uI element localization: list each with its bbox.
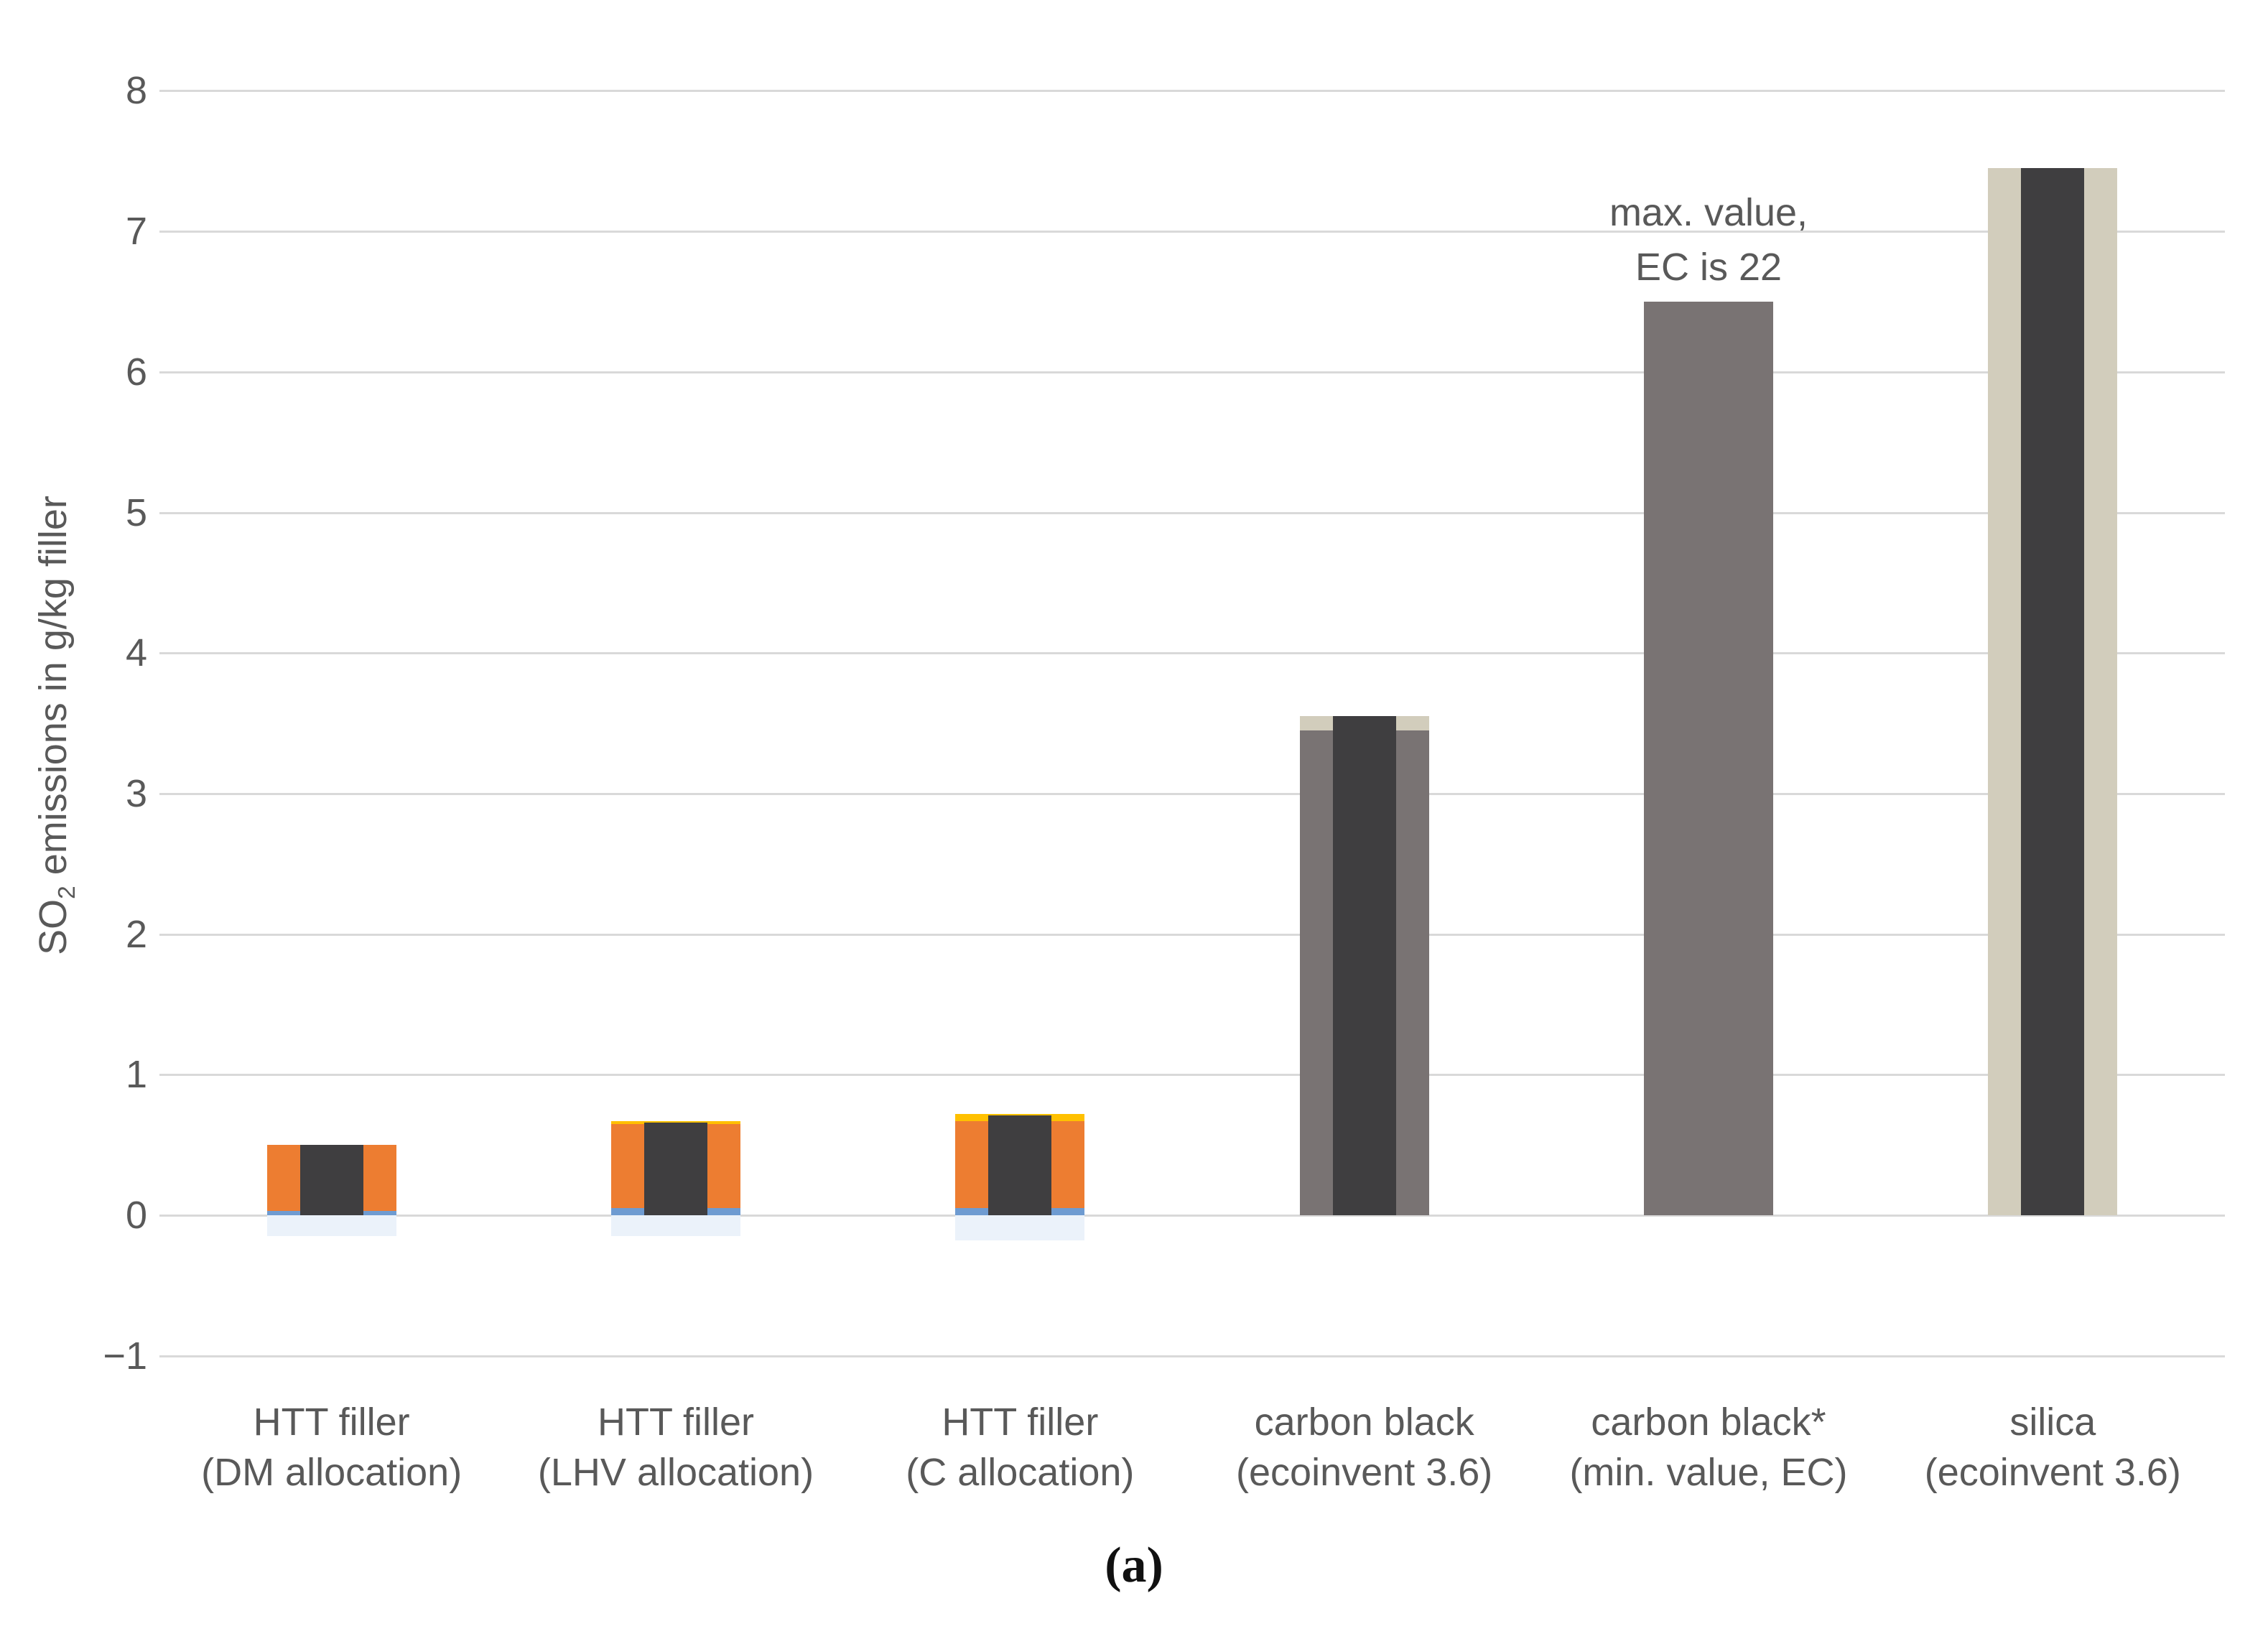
y-tick-label: 4 [125,631,147,675]
x-category-label-line: (ecoinvent 3.6) [1924,1451,2181,1494]
y-tick-label: 1 [125,1053,147,1097]
y-tick-label: 2 [125,912,147,956]
bar-annotation-line: max. value, [1609,191,1808,234]
bar-overlay-dark [2021,168,2085,1215]
x-category-label: silica (ecoinvent 3.6) [1884,1397,2221,1498]
gridline-y--1 [159,1355,2225,1357]
y-tick-label: 6 [125,350,147,394]
bar-annotation: max. value, EC is 22 [1493,185,1924,294]
gridline-y-7 [159,231,2225,233]
gridline-y-0 [159,1215,2225,1217]
x-category-label: HTT filler (LHV allocation) [507,1397,845,1498]
x-category-label-line: carbon black* [1591,1401,1826,1444]
x-category-label-line: carbon black [1254,1401,1474,1444]
bar-annotation-line: EC is 22 [1635,246,1783,289]
gridline-y-8 [159,90,2225,93]
gridline-y-3 [159,792,2225,795]
x-category-label-line: HTT filler [253,1401,410,1444]
y-tick-label: 3 [125,771,147,815]
gridline-y-1 [159,1074,2225,1077]
y-tick-label: 8 [125,69,147,113]
bar-overlay-dark [988,1115,1052,1215]
y-tick-label: 0 [125,1194,147,1237]
x-category-label: carbon black (ecoinvent 3.6) [1196,1397,1533,1498]
bar-overlay-dark [299,1145,363,1215]
bar-overlay-dark [644,1122,707,1215]
bar-outer-segment-pale_blue [955,1215,1085,1241]
gridline-y-5 [159,511,2225,514]
gridline-y-4 [159,652,2225,655]
figure-caption: (a) [1105,1538,1163,1593]
x-category-label: carbon black* (min. value, EC) [1540,1397,1877,1498]
y-tick-label: −1 [103,1334,147,1378]
bar-outer-segment-pale_blue [266,1215,396,1237]
bar-outer-segment-pale_blue [611,1215,740,1237]
gridline-y-2 [159,933,2225,936]
gridline-y-6 [159,371,2225,373]
x-category-label-line: HTT filler [597,1401,754,1444]
x-category-label-line: (min. value, EC) [1569,1451,1848,1494]
y-tick-label: 7 [125,210,147,254]
x-category-label-line: (LHV allocation) [537,1451,814,1494]
bar-overlay-dark [1332,716,1396,1215]
x-category-label: HTT filler (C allocation) [851,1397,1189,1498]
x-category-label-line: (ecoinvent 3.6) [1236,1451,1493,1494]
x-category-label-line: silica [2009,1401,2096,1444]
x-category-label-line: HTT filler [942,1401,1099,1444]
x-category-label: HTT filler (DM allocation) [163,1397,501,1498]
y-tick-label: 5 [125,491,147,534]
x-category-label-line: (DM allocation) [201,1451,463,1494]
x-category-label-line: (C allocation) [906,1451,1135,1494]
bar-outer-segment-gray [1644,301,1773,1215]
